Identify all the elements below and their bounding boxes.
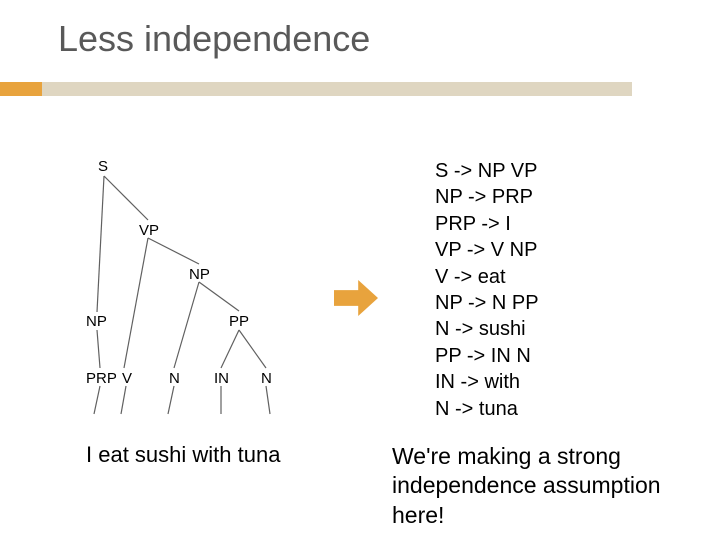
- slide-title: Less independence: [58, 18, 370, 60]
- tree-node: N: [261, 370, 272, 387]
- comment-text: We're making a strong independence assum…: [392, 442, 661, 530]
- grammar-rule: N -> sushi: [435, 316, 539, 342]
- comment-line: here!: [392, 502, 444, 528]
- grammar-rule: IN -> with: [435, 369, 539, 395]
- arrow-icon: [334, 280, 378, 321]
- tree-node: NP: [86, 313, 107, 330]
- tree-node: VP: [139, 222, 159, 239]
- tree-node: IN: [214, 370, 229, 387]
- grammar-rule: NP -> PRP: [435, 184, 539, 210]
- tree-node: S: [98, 158, 108, 175]
- tree-node: V: [122, 370, 132, 387]
- grammar-rule: VP -> V NP: [435, 237, 539, 263]
- comment-line: independence assumption: [392, 472, 661, 498]
- grammar-rule: V -> eat: [435, 264, 539, 290]
- grammar-rules: S -> NP VPNP -> PRPPRP -> IVP -> V NPV -…: [435, 158, 539, 422]
- grammar-rule: N -> tuna: [435, 396, 539, 422]
- grammar-rule: PRP -> I: [435, 211, 539, 237]
- tree-edges: [86, 158, 306, 418]
- grammar-rule: PP -> IN N: [435, 343, 539, 369]
- comment-line: We're making a strong: [392, 443, 621, 469]
- grammar-rule: S -> NP VP: [435, 158, 539, 184]
- divider-bar: [42, 82, 632, 96]
- accent-bar: [0, 82, 42, 96]
- example-sentence: I eat sushi with tuna: [86, 442, 280, 468]
- tree-node: PRP: [86, 370, 117, 387]
- tree-node: NP: [189, 266, 210, 283]
- tree-node: N: [169, 370, 180, 387]
- grammar-rule: NP -> N PP: [435, 290, 539, 316]
- tree-node: PP: [229, 313, 249, 330]
